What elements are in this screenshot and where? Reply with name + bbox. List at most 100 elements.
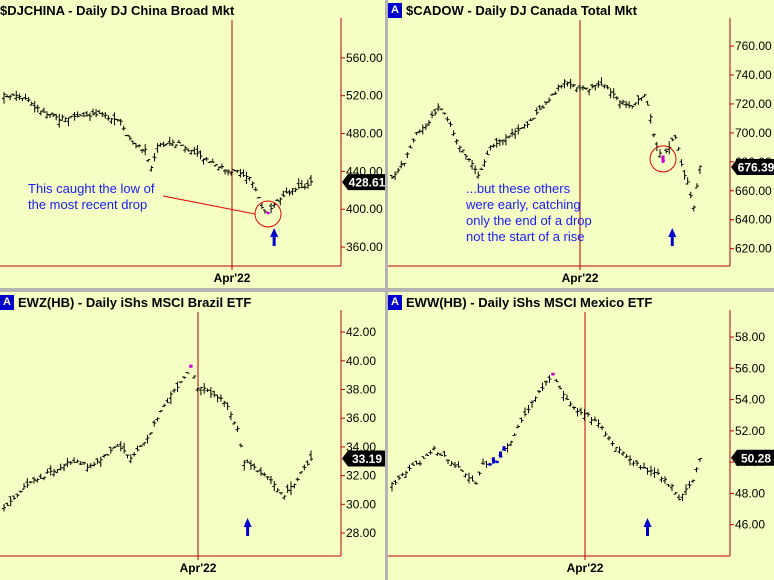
ohlc-bar	[587, 88, 592, 96]
ohlc-bar	[439, 108, 444, 111]
ohlc-bar	[238, 168, 243, 178]
ohlc-bar	[495, 460, 499, 464]
ohlc-bar	[78, 114, 83, 117]
ohlc-bar	[146, 159, 151, 162]
ohlc-bar	[140, 148, 145, 154]
y-tick-label: 28.00	[346, 526, 376, 540]
chart-title-text: $DJCHINA - Daily DJ China Broad Mkt	[0, 2, 235, 18]
ohlc-bar	[491, 457, 496, 464]
chart-badge[interactable]: A	[388, 2, 402, 18]
ohlc-bar	[285, 484, 290, 494]
chart-badge[interactable]: A	[388, 294, 402, 310]
ohlc-bar	[399, 160, 404, 169]
ohlc-bar	[185, 372, 190, 374]
y-tick-label: 30.00	[346, 497, 376, 511]
ohlc-bar	[183, 145, 188, 153]
ohlc-bar	[680, 493, 685, 502]
ohlc-bar	[186, 148, 191, 152]
ohlc-bar	[502, 446, 506, 452]
ohlc-bar	[248, 460, 253, 470]
ohlc-bar	[216, 166, 221, 171]
ohlc-bar	[418, 460, 422, 466]
ohlc-bar	[226, 169, 231, 176]
ohlc-bar	[610, 440, 615, 447]
ohlc-bar	[296, 178, 301, 189]
ohlc-bar	[559, 84, 564, 89]
ohlc-bar	[115, 119, 120, 122]
ohlc-bar	[565, 394, 569, 401]
ohlc-bar	[638, 465, 643, 470]
ohlc-bar	[219, 163, 224, 170]
ohlc-bar	[666, 484, 671, 487]
ohlc-bar	[8, 496, 13, 507]
ohlc-bar	[278, 197, 283, 206]
ohlc-bar	[282, 495, 287, 500]
ohlc-bar	[589, 417, 594, 425]
ohlc-bar	[170, 139, 175, 147]
ohlc-bar	[198, 386, 203, 396]
ohlc-bar	[250, 181, 255, 189]
ohlc-bar	[659, 476, 664, 483]
ohlc-bar	[677, 494, 681, 501]
ohlc-bar	[448, 121, 453, 127]
ohlc-bar	[100, 111, 105, 117]
ohlc-bar	[579, 407, 583, 416]
signal-arrow-icon	[243, 518, 252, 536]
ohlc-bar	[22, 483, 27, 490]
ohlc-bar	[463, 473, 468, 478]
ohlc-bar	[195, 145, 200, 157]
ohlc-bar	[265, 476, 270, 480]
horizontal-divider[interactable]	[0, 288, 774, 292]
ohlc-bar	[491, 143, 496, 148]
ohlc-bar	[45, 468, 50, 474]
ohlc-bar	[68, 461, 73, 465]
ohlc-bar	[35, 104, 40, 113]
ohlc-bar	[457, 145, 462, 153]
ohlc-bar	[550, 93, 555, 96]
ohlc-bar	[87, 112, 92, 121]
ohlc-bar	[204, 157, 209, 162]
y-tick-label: 46.00	[735, 518, 765, 532]
ohlc-bar	[63, 117, 68, 123]
ohlc-bar	[235, 170, 240, 173]
ohlc-bar	[463, 154, 468, 160]
ohlc-bar	[544, 101, 548, 106]
ohlc-bar	[642, 94, 647, 98]
ohlc-bar	[513, 128, 518, 139]
ohlc-bar	[442, 112, 447, 115]
ohlc-bar	[428, 450, 433, 455]
ohlc-bar	[145, 434, 150, 444]
ohlc-bar	[460, 149, 465, 153]
ohlc-bar	[411, 462, 415, 466]
ohlc-bar	[42, 476, 47, 481]
ohlc-bar	[593, 84, 598, 91]
ohlc-bar	[188, 364, 193, 368]
ohlc-bar	[544, 380, 548, 386]
ohlc-bar	[118, 118, 123, 126]
ohlc-bar	[645, 100, 650, 106]
ohlc-bar	[558, 385, 562, 390]
ohlc-bar	[607, 435, 611, 441]
ohlc-bar	[657, 149, 662, 158]
ohlc-bar	[118, 441, 123, 452]
ohlc-bar	[423, 123, 428, 130]
ohlc-bar	[309, 450, 313, 461]
ohlc-bar	[223, 169, 228, 175]
chart-title: A EWZ(HB) - Daily iShs MSCI Brazil ETF	[0, 293, 251, 311]
ohlc-bar	[8, 95, 13, 101]
ohlc-bar	[624, 100, 629, 109]
ohlc-bar	[565, 81, 570, 87]
ohlc-bar	[411, 138, 416, 143]
chart-badge[interactable]: A	[0, 294, 14, 310]
ohlc-bar	[202, 383, 207, 394]
ohlc-bar	[11, 93, 16, 96]
ohlc-bar	[596, 419, 601, 428]
ohlc-bar	[617, 446, 622, 454]
ohlc-bar	[272, 481, 277, 492]
ohlc-bar	[393, 480, 398, 486]
ohlc-bar	[75, 459, 80, 463]
ohlc-bar	[14, 90, 19, 101]
ohlc-bar	[175, 381, 180, 393]
ohlc-bar	[590, 83, 595, 89]
ohlc-bar	[278, 492, 283, 495]
